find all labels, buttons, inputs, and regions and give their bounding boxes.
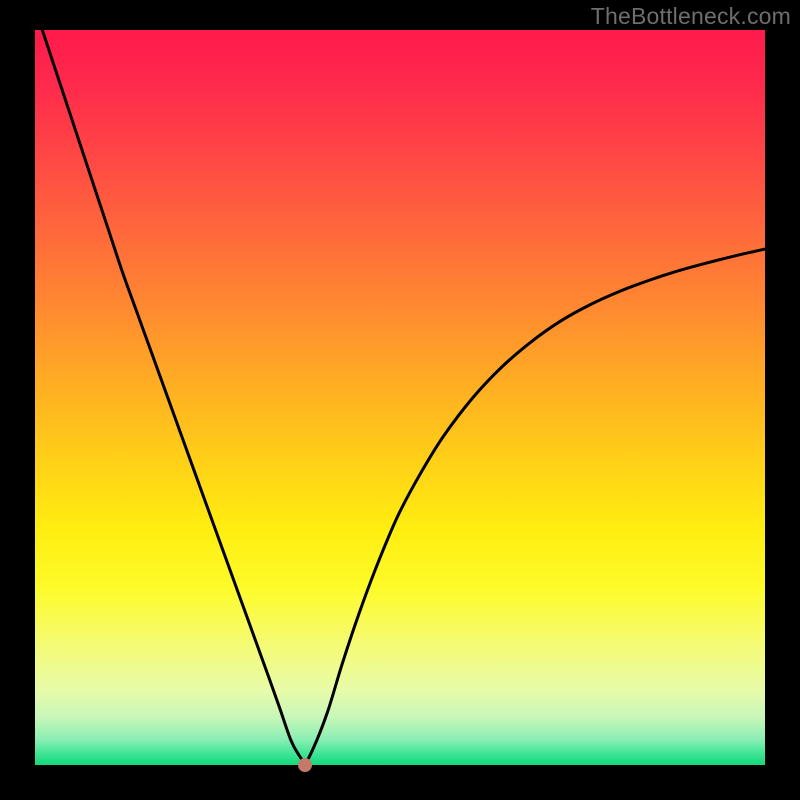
watermark-text: TheBottleneck.com (591, 3, 791, 30)
chart-container: TheBottleneck.com (0, 0, 800, 800)
minimum-marker-dot (298, 758, 312, 772)
plot-background (35, 30, 765, 765)
